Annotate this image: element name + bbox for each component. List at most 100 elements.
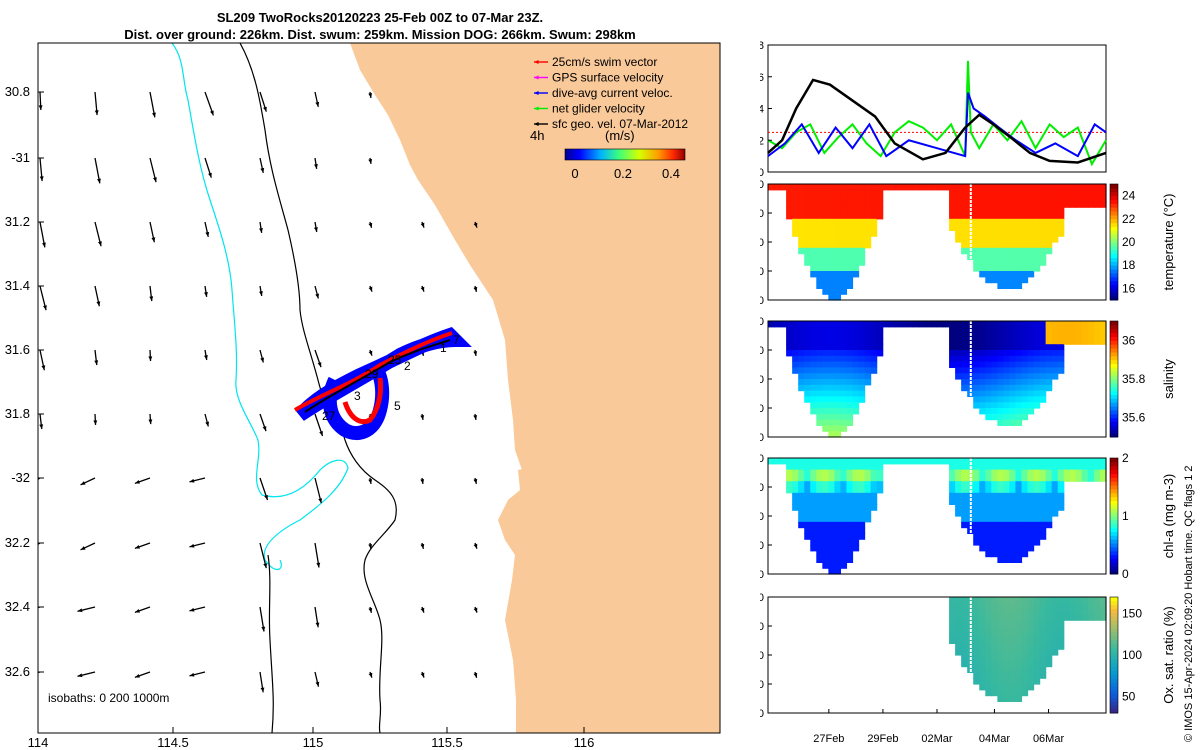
section-cell bbox=[810, 344, 817, 351]
section-cell bbox=[804, 213, 811, 220]
section-colorbar-step bbox=[1110, 199, 1118, 204]
section-cell bbox=[828, 396, 835, 403]
section-colorbar-step bbox=[1110, 280, 1118, 286]
section-cell bbox=[1015, 626, 1023, 633]
section-cell bbox=[828, 259, 835, 266]
section-cell bbox=[816, 276, 823, 284]
section-cell bbox=[822, 207, 829, 214]
velocity-arrow bbox=[314, 285, 320, 299]
section-cell bbox=[961, 602, 968, 610]
map-xtick-label: 115.5 bbox=[431, 735, 463, 750]
section-cell bbox=[846, 224, 854, 231]
section-cell bbox=[810, 253, 817, 260]
section-cell bbox=[1057, 492, 1065, 500]
section-cell bbox=[1099, 463, 1107, 471]
section-cell bbox=[786, 332, 793, 339]
section-cell bbox=[1027, 666, 1035, 673]
section-cell bbox=[967, 649, 974, 656]
section-cell bbox=[840, 236, 848, 243]
section-cell bbox=[1033, 195, 1041, 202]
section-cell bbox=[1021, 666, 1029, 673]
section-cell bbox=[822, 510, 829, 517]
section-cell bbox=[864, 224, 872, 231]
section-cell bbox=[792, 207, 799, 214]
section-cell bbox=[1039, 631, 1047, 639]
section-cell bbox=[846, 384, 854, 392]
section-cell bbox=[876, 189, 884, 197]
section-cell bbox=[1027, 463, 1035, 471]
section-cell bbox=[1045, 655, 1053, 662]
section-cell bbox=[997, 271, 1004, 278]
section-cell bbox=[1003, 419, 1011, 426]
section-cell bbox=[1003, 469, 1011, 476]
section-cell bbox=[1039, 373, 1047, 380]
section-cell bbox=[804, 487, 811, 494]
section-cell bbox=[1063, 326, 1071, 334]
section-cell bbox=[876, 201, 884, 208]
velocity-arrow bbox=[204, 157, 212, 178]
section-cell bbox=[1015, 463, 1023, 471]
section-cell bbox=[1027, 649, 1035, 656]
map-ytick-label: 31.8 bbox=[5, 406, 30, 421]
section-cell bbox=[834, 224, 842, 231]
section-cell bbox=[828, 498, 835, 505]
section-cell bbox=[979, 510, 986, 517]
section-cell bbox=[985, 207, 992, 214]
section-cell bbox=[852, 498, 860, 505]
section-cell bbox=[852, 408, 860, 415]
section-cell bbox=[810, 259, 817, 266]
section-cell bbox=[937, 321, 944, 328]
section-cell bbox=[840, 556, 848, 563]
section-cell bbox=[1009, 184, 1017, 191]
section-cell bbox=[1099, 184, 1107, 191]
velocity-arrow bbox=[314, 671, 320, 687]
section-cell bbox=[912, 458, 920, 465]
section-colorbar-step bbox=[1110, 222, 1118, 228]
section-cell bbox=[1033, 649, 1041, 656]
section-cell bbox=[852, 373, 860, 380]
section-cell bbox=[792, 321, 799, 328]
section-cell bbox=[828, 253, 835, 260]
section-cell bbox=[1003, 626, 1011, 633]
section-cell bbox=[1009, 419, 1017, 426]
section-cell bbox=[1021, 655, 1029, 662]
colorbar-tick-label: 0.2 bbox=[614, 166, 632, 181]
velocity-arrow bbox=[259, 477, 269, 501]
section-cell bbox=[840, 402, 848, 409]
section-cell bbox=[846, 361, 854, 368]
section-cell bbox=[816, 344, 823, 351]
section-cell bbox=[1015, 481, 1023, 488]
section-cell bbox=[798, 487, 805, 494]
section-cell bbox=[979, 236, 986, 243]
section-cell bbox=[991, 396, 998, 403]
velocity-arrow bbox=[39, 413, 44, 430]
section-cell bbox=[979, 527, 986, 534]
section-cell bbox=[1009, 689, 1017, 697]
section-cell bbox=[834, 213, 842, 220]
section-cell bbox=[979, 184, 986, 191]
section-cell bbox=[1009, 510, 1017, 517]
section-cell bbox=[1003, 649, 1011, 656]
section-cell bbox=[961, 321, 968, 328]
section-cell bbox=[1033, 326, 1041, 334]
section-cell bbox=[792, 361, 799, 368]
section-cell bbox=[1021, 344, 1029, 351]
section-colorbar-step bbox=[1110, 292, 1118, 297]
velocity-arrow bbox=[204, 349, 208, 361]
section-colorbar-step bbox=[1110, 608, 1118, 613]
section-cell bbox=[810, 332, 817, 339]
section-cell bbox=[816, 242, 823, 249]
section-cell bbox=[804, 247, 811, 255]
section-cell bbox=[949, 201, 956, 208]
section-cell bbox=[1039, 344, 1047, 351]
section-cell bbox=[1051, 620, 1059, 627]
section-cell bbox=[1039, 655, 1047, 662]
section-cell bbox=[1027, 373, 1035, 380]
section-cell bbox=[870, 355, 878, 363]
section-cell bbox=[828, 189, 835, 197]
section-cell bbox=[918, 184, 926, 191]
section-cell bbox=[1039, 218, 1047, 226]
section-cell bbox=[985, 545, 992, 552]
section-cell bbox=[822, 463, 829, 471]
section-cell bbox=[997, 655, 1004, 662]
